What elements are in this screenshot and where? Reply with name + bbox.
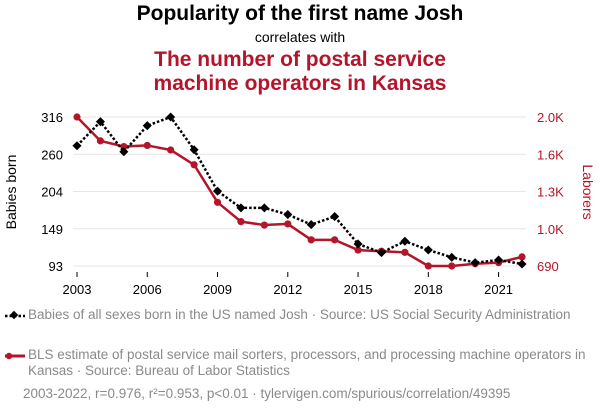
babies-point <box>423 245 433 255</box>
series-babies <box>72 112 527 269</box>
laborers-point <box>354 246 362 254</box>
legend-swatch-laborers <box>5 352 25 360</box>
right-tick-label: 690 <box>537 259 559 274</box>
babies-point <box>119 147 129 157</box>
laborers-point <box>260 221 268 229</box>
babies-point <box>517 259 527 269</box>
laborers-point <box>237 218 245 226</box>
x-tick-label: 2006 <box>133 282 162 297</box>
babies-point <box>353 239 363 249</box>
laborers-line <box>76 116 523 268</box>
x-axis-ticks: 2003 2006 2009 2012 2015 2018 2021 <box>63 272 513 297</box>
legend-text-babies: Babies of all sexes born in the US named… <box>28 307 571 322</box>
laborers-point <box>401 248 409 256</box>
x-tick-label: 2012 <box>273 282 302 297</box>
laborers-point <box>143 141 151 150</box>
babies-point <box>376 248 386 258</box>
legend-text-laborers: BLS estimate of postal service mail sort… <box>28 347 586 378</box>
babies-point <box>213 186 223 196</box>
x-tick-label: 2009 <box>203 282 232 297</box>
chart-title: Popularity of the first name Josh <box>136 2 464 25</box>
laborers-point <box>331 236 339 244</box>
laborers-point <box>448 262 456 270</box>
right-tick-label: 1.6K <box>537 147 564 162</box>
right-tick-label: 1.3K <box>537 185 564 200</box>
left-tick-label: 260 <box>41 147 63 162</box>
left-tick-label: 149 <box>41 222 63 237</box>
x-tick-label: 2018 <box>414 282 443 297</box>
babies-point <box>283 210 293 220</box>
babies-point <box>259 203 269 213</box>
left-tick-label: 204 <box>41 185 63 200</box>
right-axis-label: Laborers <box>580 164 596 219</box>
chart-footer: 2003-2022, r=0.976, r²=0.953, p<0.01 · t… <box>23 386 511 401</box>
left-tick-label: 316 <box>41 110 63 125</box>
left-tick-label: 93 <box>49 259 63 274</box>
laborers-point <box>167 146 175 154</box>
legend-swatch-babies <box>5 310 25 320</box>
babies-point <box>236 203 246 213</box>
babies-point <box>142 121 152 131</box>
left-axis-label: Babies born <box>3 155 19 230</box>
right-tick-label: 1.0K <box>537 222 564 237</box>
chart-second-title: The number of postal service machine ope… <box>0 48 600 96</box>
laborers-point <box>518 253 526 261</box>
x-tick-label: 2015 <box>344 282 373 297</box>
left-axis-ticks: 93 149 204 260 316 <box>41 110 63 274</box>
babies-point <box>72 141 82 151</box>
chart-second-title-text: The number of postal service machine ope… <box>153 48 447 95</box>
laborers-point <box>424 262 432 270</box>
laborers-point <box>307 236 315 244</box>
chart-subtitle: correlates with <box>254 29 346 45</box>
laborers-point <box>284 220 292 228</box>
laborers-point <box>213 198 222 206</box>
x-tick-label: 2021 <box>484 282 513 297</box>
babies-point <box>330 212 340 222</box>
babies-point <box>95 117 105 127</box>
right-tick-label: 2.0K <box>537 110 564 125</box>
laborers-point <box>190 161 198 169</box>
right-axis-ticks: 690 1.0K 1.3K 1.6K 2.0K <box>537 110 564 274</box>
babies-point <box>166 112 176 122</box>
babies-point <box>306 220 316 230</box>
babies-point <box>400 236 410 246</box>
gridlines <box>73 116 526 267</box>
laborers-point <box>73 113 81 121</box>
laborers-point <box>96 137 105 145</box>
babies-line <box>76 115 523 266</box>
x-tick-label: 2003 <box>63 282 92 297</box>
babies-point <box>447 252 457 262</box>
